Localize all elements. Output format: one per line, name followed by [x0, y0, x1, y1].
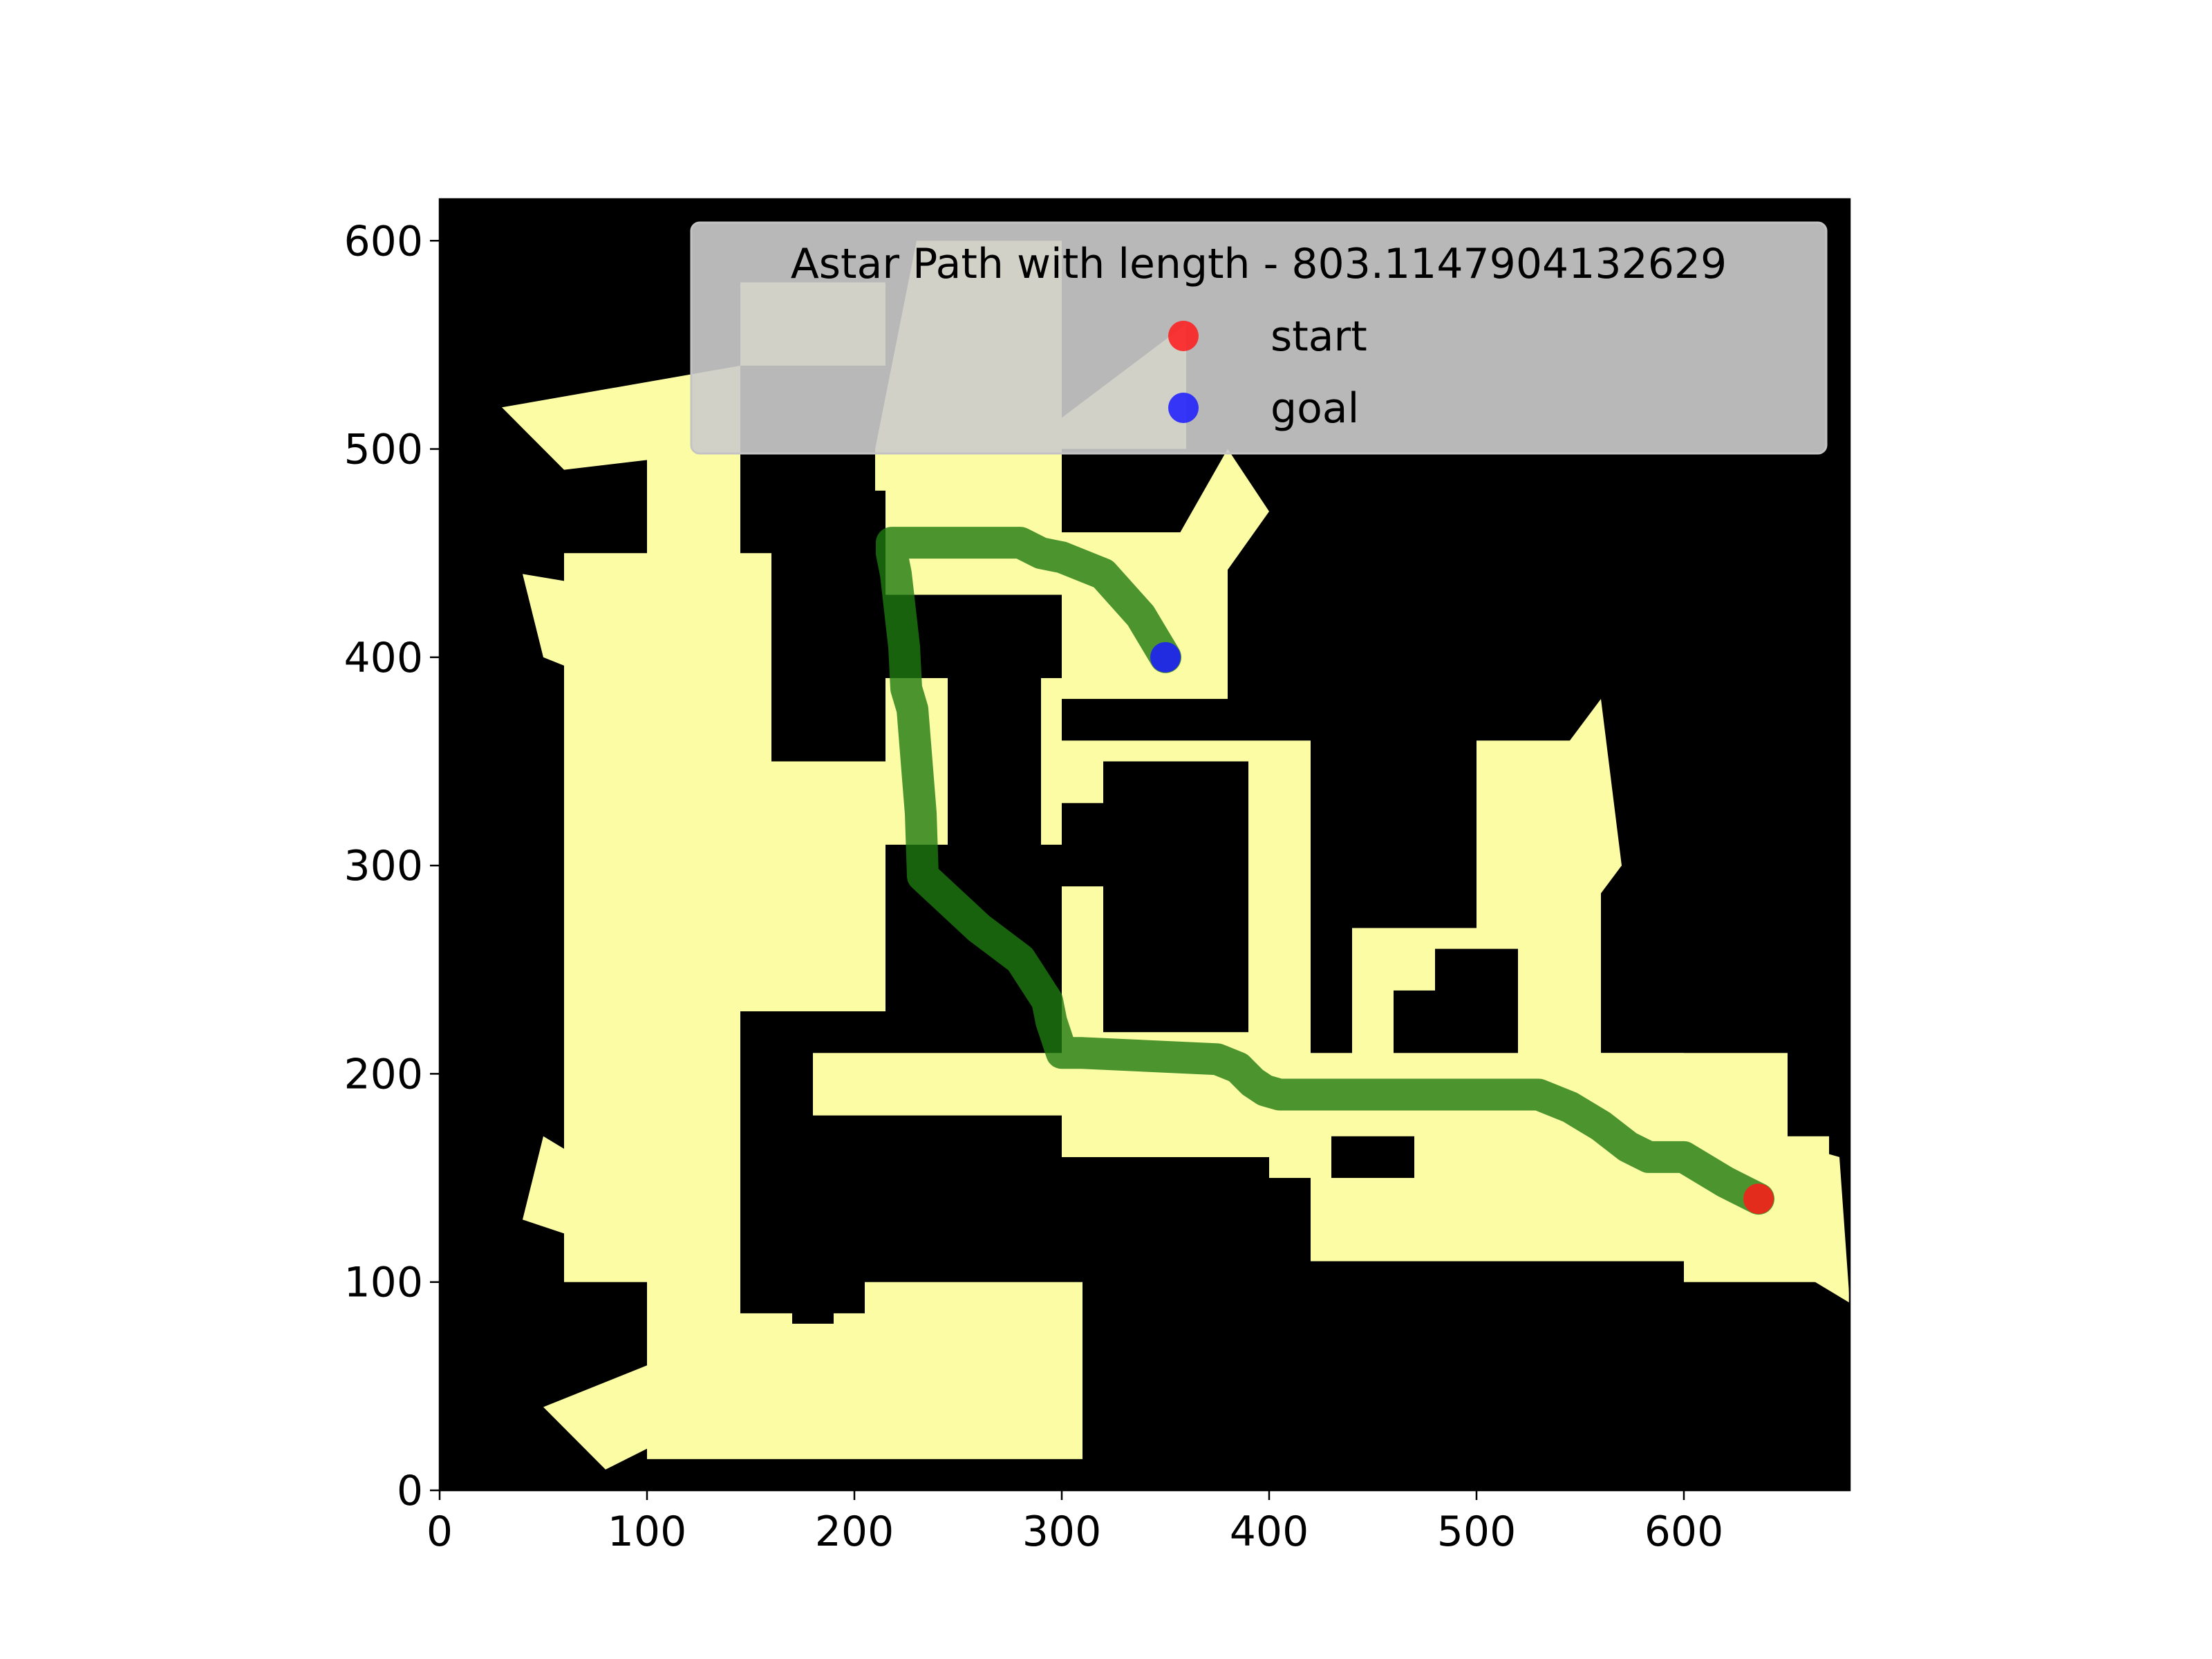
- y-tick-label: 0: [397, 1467, 423, 1515]
- obstacle-region: [958, 1136, 1020, 1220]
- free-space-region: [1746, 1136, 1850, 1303]
- start-marker: [1743, 1183, 1774, 1215]
- x-tick-label: 500: [1437, 1508, 1517, 1556]
- free-space-region: [523, 1136, 647, 1262]
- x-tick-label: 0: [427, 1508, 453, 1556]
- free-space-region: [865, 1282, 1082, 1449]
- x-tick-label: 400: [1230, 1508, 1309, 1556]
- legend: Astar Path with length - 803.11479041326…: [690, 221, 1828, 455]
- obstacle-region: [1062, 803, 1103, 887]
- y-axis: 0 100 200 300 400 500 600: [344, 217, 440, 1515]
- free-space-region: [1145, 449, 1269, 657]
- axes-frame: [438, 198, 1851, 1492]
- y-tick-label: 600: [344, 217, 423, 265]
- y-tick-label: 400: [344, 634, 423, 682]
- obstacle-region: [854, 1156, 937, 1262]
- legend-goal-marker: [1168, 393, 1199, 423]
- obstacle-region: [1435, 948, 1518, 1012]
- legend-title: Astar Path with length - 803.11479041326…: [791, 240, 1727, 288]
- occupancy-map: [502, 241, 1850, 1470]
- legend-start-marker: [1168, 321, 1199, 351]
- free-space-region: [523, 574, 647, 700]
- x-axis: 0 100 200 300 400 500 600: [427, 1490, 1723, 1556]
- y-tick-label: 100: [344, 1259, 423, 1307]
- legend-goal-label: goal: [1271, 384, 1359, 433]
- y-tick-label: 300: [344, 842, 423, 890]
- obstacle-region: [1331, 1136, 1414, 1179]
- obstacle-region: [1103, 761, 1248, 1033]
- obstacle-region: [1601, 948, 1642, 1033]
- legend-start-label: start: [1271, 312, 1367, 361]
- x-tick-label: 100: [608, 1508, 687, 1556]
- x-tick-label: 300: [1022, 1508, 1102, 1556]
- legend-box: [690, 221, 1828, 455]
- y-tick-label: 200: [344, 1050, 423, 1098]
- obstacle-region: [771, 490, 885, 762]
- obstacle-region: [792, 1240, 834, 1324]
- x-tick-label: 600: [1644, 1508, 1724, 1556]
- free-space-region: [502, 366, 740, 470]
- goal-marker: [1150, 641, 1181, 673]
- x-tick-label: 200: [815, 1508, 894, 1556]
- free-space-region: [1539, 699, 1622, 908]
- y-tick-label: 500: [344, 426, 423, 474]
- free-space-region: [543, 1365, 647, 1470]
- astar-path-line: [876, 527, 1774, 1215]
